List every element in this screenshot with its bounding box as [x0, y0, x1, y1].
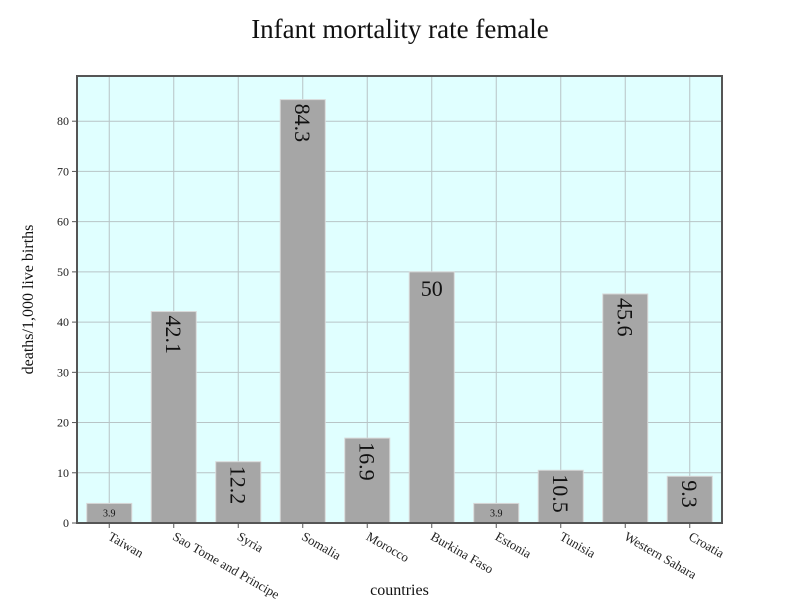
x-axis-label: countries: [370, 582, 429, 599]
y-tick-label: 70: [57, 164, 69, 178]
x-tick-label: Morocco: [364, 529, 412, 565]
y-tick-label: 40: [57, 315, 69, 329]
y-tick-label: 0: [63, 516, 69, 530]
y-axis-ticks: 0 10 20 30 40 50 60 70 80: [57, 114, 77, 530]
x-tick-label: Somalia: [299, 529, 344, 563]
y-tick-label: 80: [57, 114, 69, 128]
bar-value-label: 3.9: [490, 508, 503, 519]
bar-value-label: 42.1: [161, 316, 186, 355]
y-tick-label: 30: [57, 365, 69, 379]
bar: [537, 469, 584, 524]
x-tick-label: Tunisia: [557, 529, 598, 561]
chart-title: Infant mortality rate female: [251, 14, 549, 44]
bar-value-label: 10.5: [548, 474, 573, 513]
y-axis-label: deaths/1,000 live births: [20, 225, 37, 375]
y-tick-label: 60: [57, 215, 69, 229]
bar: [666, 475, 713, 524]
y-tick-label: 10: [57, 466, 69, 480]
bar: [150, 311, 197, 524]
bar-value-label: 84.3: [290, 104, 315, 143]
bar: [279, 99, 326, 524]
bar: [408, 271, 455, 524]
bar: [602, 293, 649, 524]
x-tick-label: Estonia: [493, 529, 534, 562]
bar-value-label: 3.9: [103, 508, 116, 519]
bars: 3.9 42.1 12.2 84.3 16.9 50 3.9 10.5 45.6 9.3: [86, 99, 713, 524]
plot-frame: [76, 75, 723, 524]
y-tick-label: 50: [57, 265, 69, 279]
bar-value-label: 9.3: [677, 480, 702, 508]
x-tick-label: Syria: [235, 529, 266, 556]
x-tick-label: Croatia: [686, 529, 727, 561]
x-tick-label: Western Sahara: [622, 529, 700, 583]
bar-value-label: 45.6: [612, 298, 637, 337]
bar: [215, 461, 262, 524]
x-tick-label: Burkina Faso: [428, 529, 496, 577]
x-tick-label: Sao Tome and Principe: [170, 529, 282, 600]
x-tick-label: Taiwan: [106, 529, 147, 561]
bar: [344, 437, 391, 524]
y-tick-label: 20: [57, 416, 69, 430]
bar-value-label: 12.2: [225, 466, 250, 505]
bar-value-label: 16.9: [354, 442, 379, 481]
bar-value-label: 50: [421, 276, 443, 301]
